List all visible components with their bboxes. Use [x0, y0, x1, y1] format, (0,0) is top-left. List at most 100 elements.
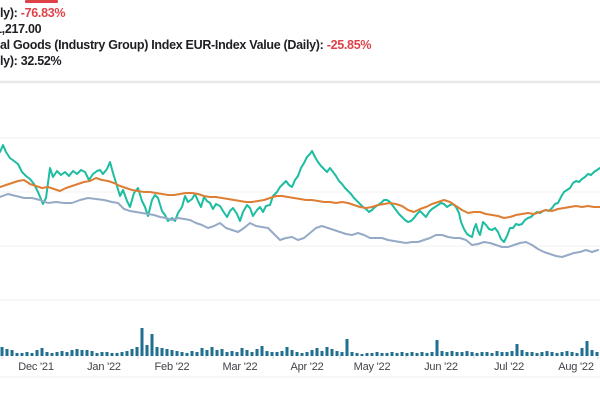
volume-bar [30, 353, 34, 356]
volume-bar [155, 347, 159, 356]
x-axis-label: Jul '22 [493, 361, 525, 373]
volume-bar [300, 353, 304, 356]
volume-bar [465, 351, 469, 356]
volume-bar [550, 352, 554, 356]
legend-line-3-change: -25.85% [326, 38, 372, 52]
volume-bar [530, 352, 534, 356]
volume-bar [575, 353, 579, 356]
volume-bar [125, 351, 129, 356]
x-axis-label: Apr '22 [290, 361, 324, 373]
volume-bar [395, 353, 399, 356]
volume-bar [115, 353, 119, 356]
volume-bar [365, 353, 369, 356]
volume-bar [120, 352, 124, 356]
volume-bar [450, 351, 454, 356]
volume-bar [165, 349, 169, 356]
volume-bar [145, 345, 149, 356]
volume-bar [210, 347, 214, 356]
volume-bar [65, 352, 69, 356]
volume-bar [265, 351, 269, 356]
volume-bar [435, 340, 439, 356]
x-axis-label: Jan '22 [87, 361, 121, 373]
volume-bar [350, 352, 354, 356]
legend-line-1: ly): -76.83% [0, 6, 66, 21]
volume-bar [255, 349, 259, 356]
volume-bar [295, 352, 299, 356]
volume-bar [455, 352, 459, 356]
volume-bar [15, 353, 19, 356]
volume-bar [445, 352, 449, 356]
volume-bar [355, 353, 359, 356]
legend-line-1-change: -76.83% [20, 6, 66, 20]
volume-bar [330, 349, 334, 356]
volume-bar [400, 352, 404, 356]
volume-bar [565, 351, 569, 356]
volume-bar [485, 352, 489, 356]
volume-bar [140, 328, 144, 356]
volume-bar [370, 353, 374, 356]
volume-bar [275, 352, 279, 356]
volume-bar [280, 351, 284, 356]
x-axis-label: Aug '22 [558, 361, 594, 373]
volume-bar [20, 353, 24, 356]
volume-bar [35, 350, 39, 356]
volume-bar [5, 349, 9, 356]
volume-bar [55, 352, 59, 356]
volume-bar [230, 351, 234, 356]
volume-bar [200, 348, 204, 356]
volume-bar [225, 352, 229, 356]
x-axis-label: Dec '21 [18, 361, 54, 373]
volume-bar [240, 348, 244, 356]
volume-bar [40, 348, 44, 356]
volume-bar [270, 352, 274, 356]
volume-bar [105, 352, 109, 356]
legend-line-2-value: 1,217.00 [0, 22, 42, 36]
volume-bar [205, 350, 209, 356]
volume-bar [390, 352, 394, 356]
volume-bar [340, 352, 344, 356]
volume-bar [190, 351, 194, 356]
legend-line-4: ly): 32.52% [0, 54, 62, 69]
x-axis-label: Mar '22 [222, 361, 258, 373]
legend-line-2: 1,217.00 [0, 22, 42, 37]
volume-bar [250, 352, 254, 356]
volume-bar [220, 349, 224, 356]
volume-bar [85, 350, 89, 356]
volume-bar [480, 352, 484, 356]
legend-line-3-label: al Goods (Industry Group) Index EUR-Inde… [0, 38, 327, 52]
volume-bar [495, 351, 499, 356]
volume-bar [315, 348, 319, 356]
volume-bar [520, 350, 524, 356]
volume-bar [290, 350, 294, 356]
legend-line-3: al Goods (Industry Group) Index EUR-Inde… [0, 38, 371, 53]
volume-bar [285, 347, 289, 356]
volume-bar [380, 353, 384, 356]
volume-bar [70, 350, 74, 356]
volume-bar [245, 350, 249, 356]
volume-bar [320, 351, 324, 356]
volume-bar [405, 353, 409, 356]
volume-bar [160, 348, 164, 356]
volume-bar [215, 350, 219, 356]
volume-bar [75, 349, 79, 356]
volume-bar [345, 339, 349, 356]
series-line-teal-index [0, 144, 600, 243]
volume-bar [440, 351, 444, 356]
volume-bar [360, 354, 364, 356]
volume-bar [180, 352, 184, 356]
volume-bar [135, 347, 139, 356]
volume-bar [305, 352, 309, 356]
volume-bar [535, 353, 539, 356]
volume-bar [585, 341, 589, 356]
volume-bar [60, 351, 64, 356]
volume-bar [100, 352, 104, 356]
volume-bar [375, 352, 379, 356]
volume-bar [0, 347, 4, 356]
volume-bar [80, 350, 84, 356]
volume-bar [170, 350, 174, 356]
volume-bar [90, 351, 94, 356]
volume-bar [415, 353, 419, 356]
volume-bar [95, 353, 99, 356]
volume-bar [555, 353, 559, 356]
